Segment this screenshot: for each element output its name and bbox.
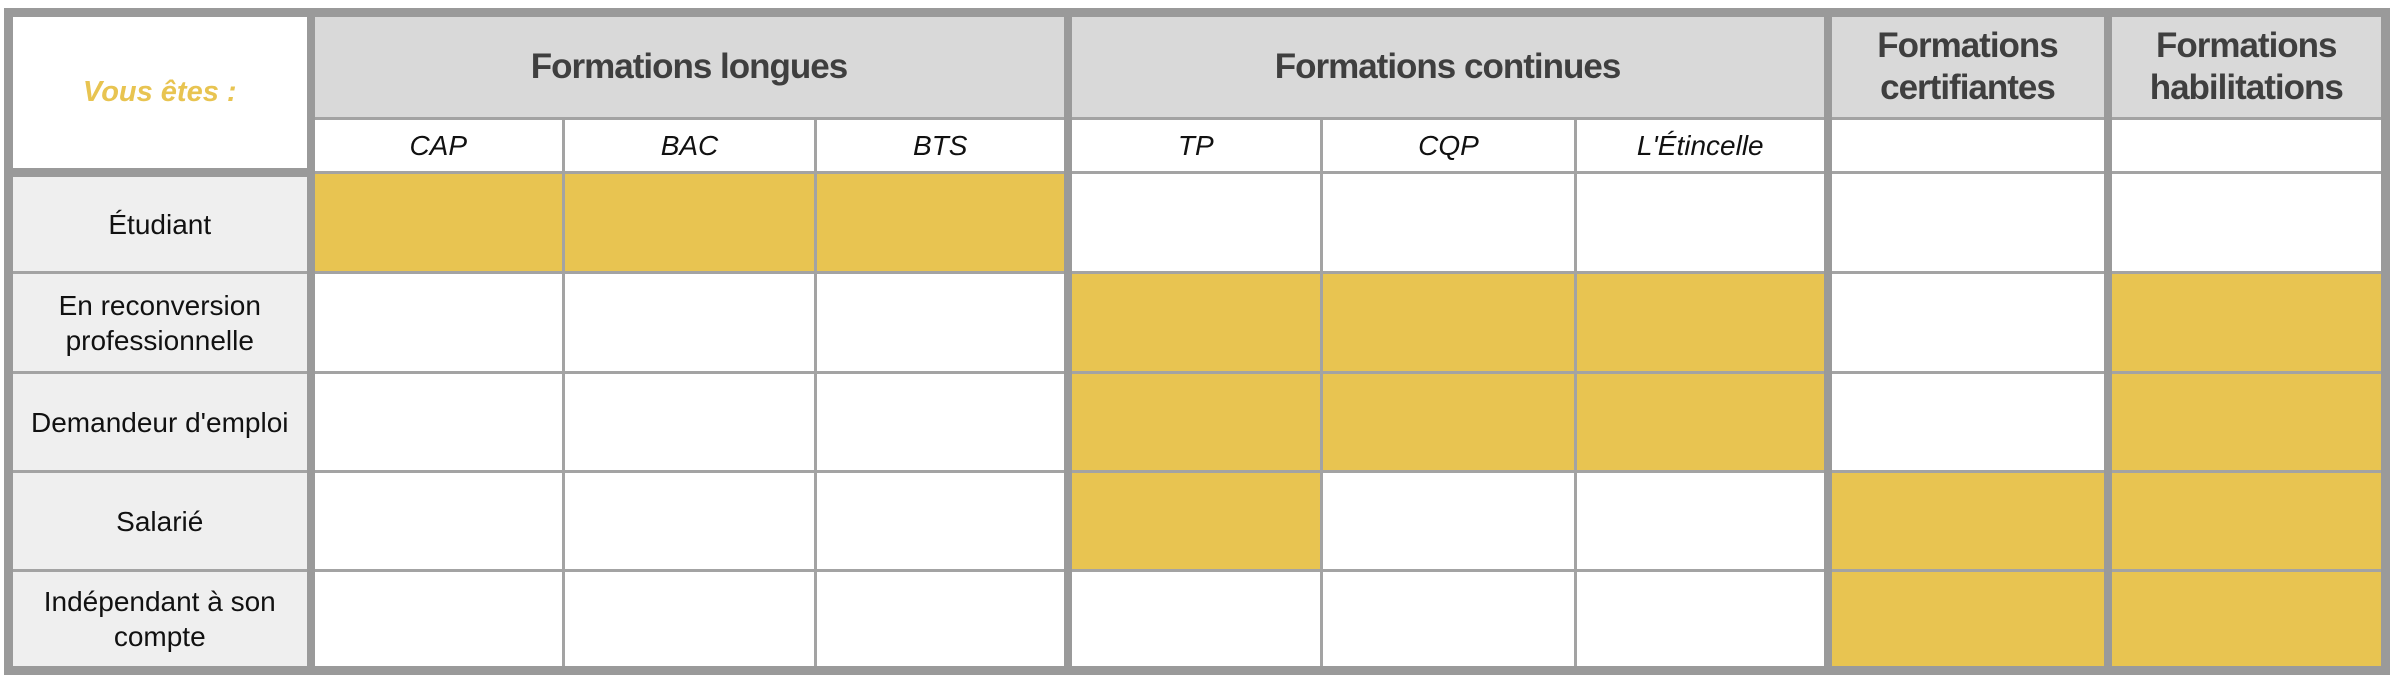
- empty-cell: [1066, 569, 1323, 672]
- highlighted-cell: [1066, 371, 1323, 473]
- empty-cell: [1574, 171, 1832, 274]
- table-body: Étudiant En reconversion professionnelle D…: [7, 171, 2387, 672]
- highlighted-cell: [1066, 470, 1323, 572]
- empty-cell: [2106, 171, 2387, 274]
- subheader-bac: BAC: [562, 117, 817, 174]
- corner-label: Vous êtes :: [7, 11, 315, 177]
- row-label: Indépendant à son compte: [7, 569, 315, 672]
- table-row: Demandeur d'emploi: [7, 371, 2387, 473]
- highlighted-cell: [1066, 271, 1323, 374]
- empty-cell: [562, 470, 817, 572]
- group-header-formations-continues: Formations continues: [1066, 11, 1832, 120]
- highlighted-cell: [2106, 569, 2387, 672]
- table-row: Indépendant à son compte: [7, 569, 2387, 672]
- subheader-certifiantes-empty: [1826, 117, 2112, 174]
- table-row: Étudiant: [7, 171, 2387, 274]
- empty-cell: [1826, 371, 2112, 473]
- highlighted-cell: [309, 171, 565, 274]
- subheader-cap: CAP: [309, 117, 565, 174]
- empty-cell: [562, 569, 817, 672]
- row-label: Demandeur d'emploi: [7, 371, 315, 473]
- empty-cell: [1574, 569, 1832, 672]
- empty-cell: [814, 569, 1072, 672]
- empty-cell: [1320, 470, 1577, 572]
- empty-cell: [562, 371, 817, 473]
- empty-cell: [814, 271, 1072, 374]
- empty-cell: [1826, 271, 2112, 374]
- empty-cell: [309, 371, 565, 473]
- empty-cell: [309, 470, 565, 572]
- subheader-cqp: CQP: [1320, 117, 1577, 174]
- highlighted-cell: [1826, 569, 2112, 672]
- highlighted-cell: [814, 171, 1072, 274]
- empty-cell: [1320, 569, 1577, 672]
- table-row: En reconversion professionnelle: [7, 271, 2387, 374]
- empty-cell: [562, 271, 817, 374]
- highlighted-cell: [1826, 470, 2112, 572]
- empty-cell: [1574, 470, 1832, 572]
- empty-cell: [1066, 171, 1323, 274]
- row-label: Étudiant: [7, 171, 315, 274]
- highlighted-cell: [562, 171, 817, 274]
- highlighted-cell: [1320, 371, 1577, 473]
- empty-cell: [1826, 171, 2112, 274]
- highlighted-cell: [2106, 271, 2387, 374]
- group-header-formations-longues: Formations longues: [309, 11, 1072, 120]
- row-label: Salarié: [7, 470, 315, 572]
- empty-cell: [814, 470, 1072, 572]
- highlighted-cell: [1320, 271, 1577, 374]
- row-label: En reconversion professionnelle: [7, 271, 315, 374]
- highlighted-cell: [2106, 371, 2387, 473]
- empty-cell: [1320, 171, 1577, 274]
- table-row: Salarié: [7, 470, 2387, 572]
- subheader-bts: BTS: [814, 117, 1072, 174]
- group-header-formations-certifiantes: Formations certifiantes: [1826, 11, 2112, 120]
- highlighted-cell: [2106, 470, 2387, 572]
- subheader-etincelle: L'Étincelle: [1574, 117, 1832, 174]
- highlighted-cell: [1574, 271, 1832, 374]
- highlighted-cell: [1574, 371, 1832, 473]
- empty-cell: [309, 569, 565, 672]
- empty-cell: [814, 371, 1072, 473]
- training-eligibility-table: Vous êtes : Formations longues Formation…: [4, 8, 2390, 675]
- group-header-formations-habilitations: Formations habilitations: [2106, 11, 2387, 120]
- subheader-tp: TP: [1066, 117, 1323, 174]
- subheader-habilitations-empty: [2106, 117, 2387, 174]
- empty-cell: [309, 271, 565, 374]
